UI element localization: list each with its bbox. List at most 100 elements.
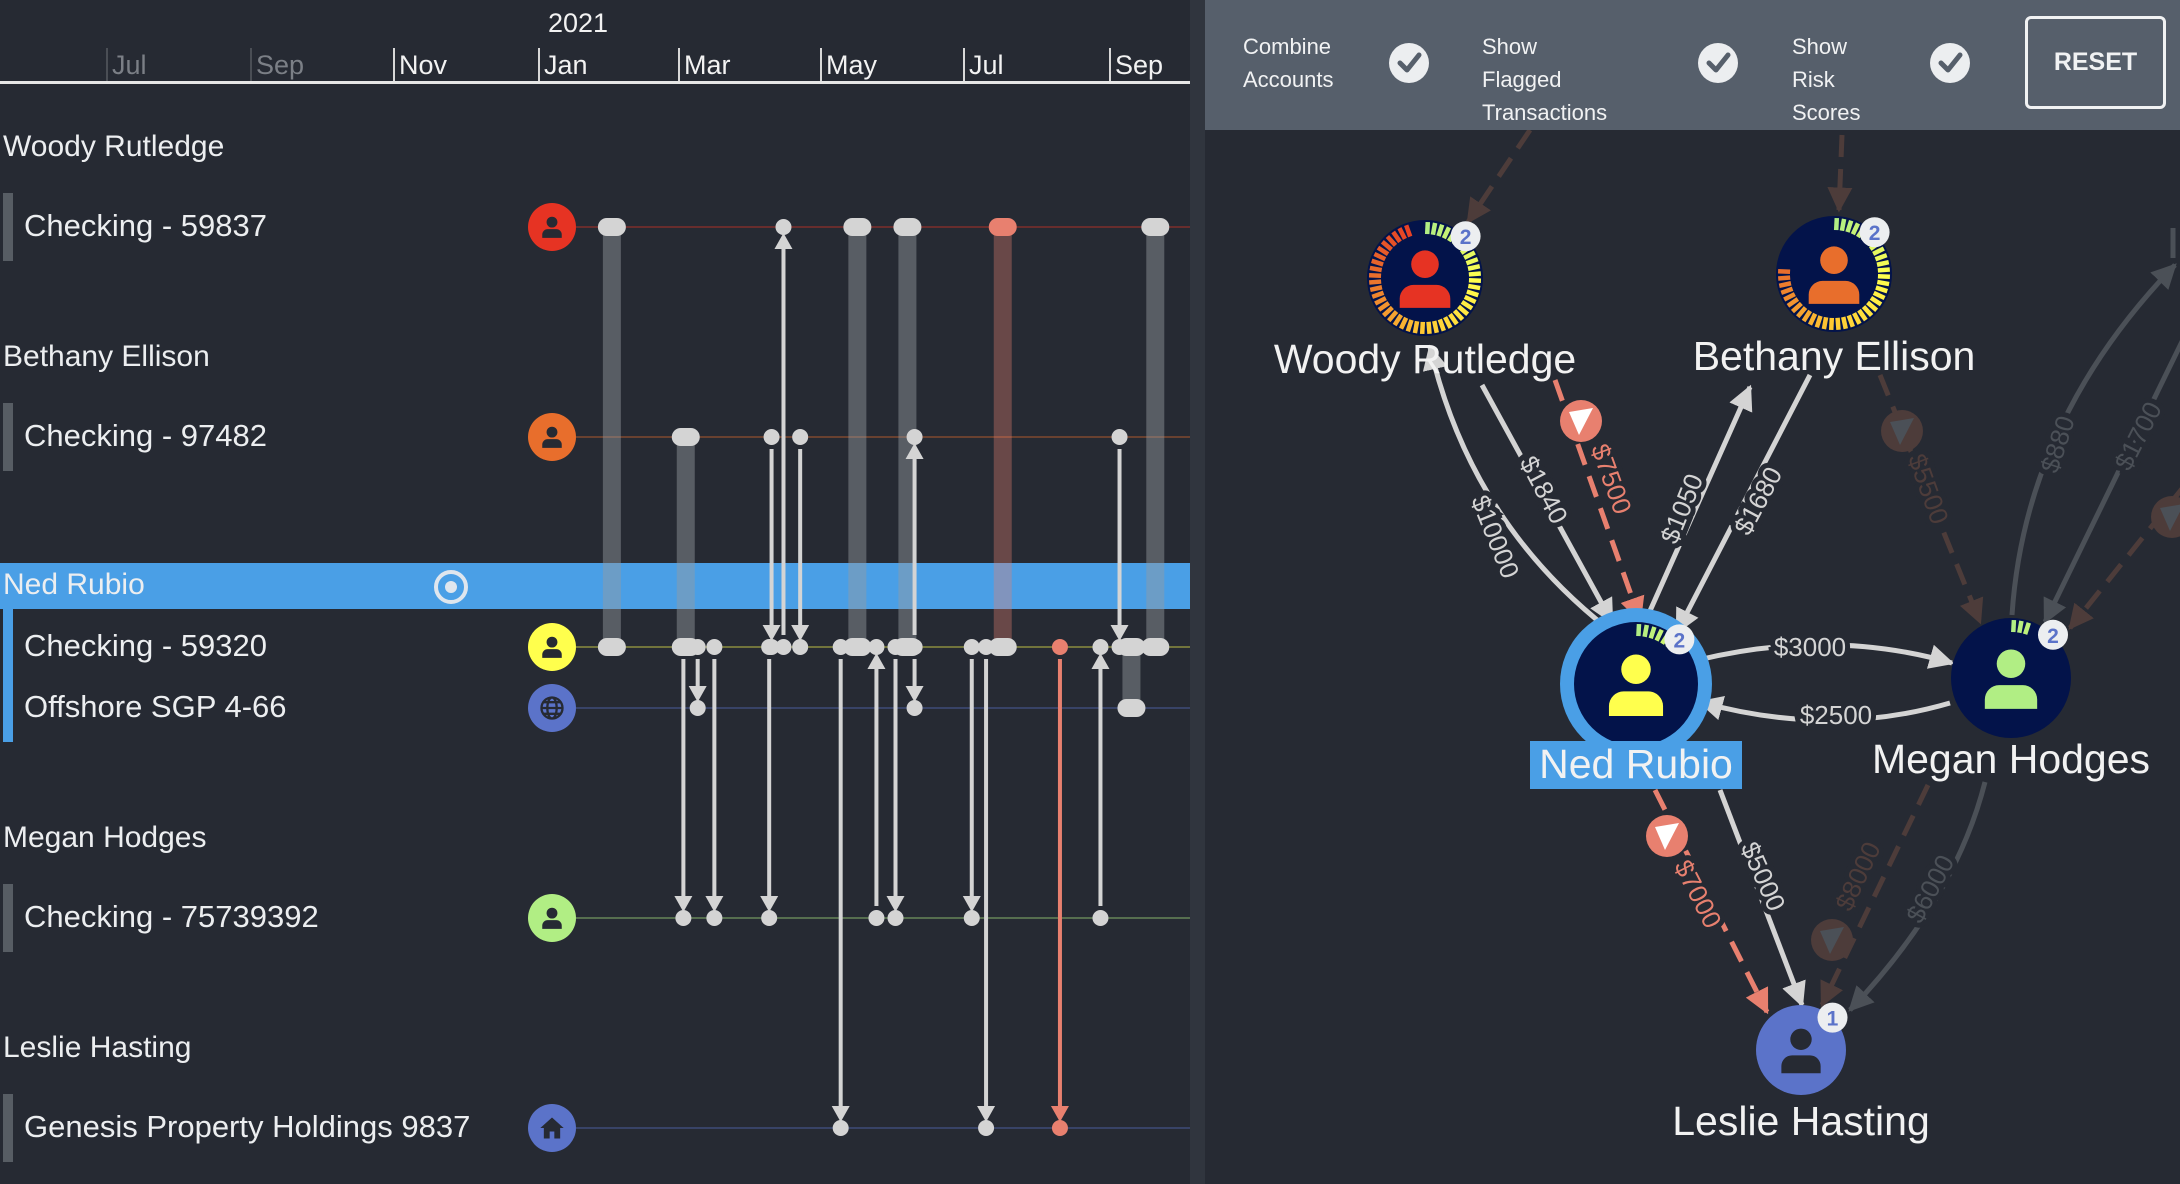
risk-score-tick — [1443, 316, 1453, 329]
risk-score-tick — [1391, 230, 1402, 244]
edge-3000[interactable] — [1697, 642, 1955, 669]
selected-row-highlight[interactable] — [0, 563, 1190, 609]
toggle-label[interactable]: Show Flagged Transactions — [1482, 30, 1607, 129]
transaction-mark[interactable] — [671, 428, 700, 656]
graph-node-bethany[interactable]: 2 Bethany Ellison — [1693, 216, 1976, 379]
network-graph[interactable]: $10000 $1840 $7500 $1050 $1680 $3000 $25… — [1205, 0, 2180, 1184]
edge-1700[interactable] — [2042, 315, 2180, 625]
flagged-transaction-icon[interactable] — [1811, 919, 1853, 961]
transaction-timeline[interactable] — [0, 0, 1190, 1184]
flagged-transaction-icon[interactable] — [2151, 496, 2180, 538]
account-label[interactable]: Offshore SGP 4-66 — [24, 689, 287, 724]
risk-score-tick — [1857, 308, 1868, 322]
edge-incoming-woody[interactable] — [1465, 128, 1533, 225]
risk-score-tick — [1778, 281, 1792, 288]
transaction-mark[interactable] — [843, 218, 872, 656]
month-tick: Jul — [963, 48, 1004, 82]
account-label[interactable]: Checking - 75739392 — [24, 899, 319, 934]
month-tick: Sep — [1109, 48, 1163, 82]
globe-icon[interactable] — [528, 684, 576, 732]
risk-score-tick — [1786, 297, 1800, 308]
risk-score-tick — [2011, 619, 2017, 633]
edge-1840[interactable] — [1479, 383, 1615, 625]
transaction-mark[interactable] — [1050, 639, 1069, 1136]
transaction-mark[interactable] — [1110, 429, 1129, 655]
toggle-label[interactable]: Combine Accounts — [1243, 30, 1334, 96]
transaction-mark[interactable] — [886, 639, 905, 926]
risk-score-tick — [1368, 272, 1382, 279]
edge-offscreen-flagged[interactable] — [2068, 485, 2180, 630]
edge-10000[interactable] — [1422, 344, 1609, 630]
node-label[interactable]: Woody Rutledge — [1274, 336, 1576, 382]
month-tick: Jan — [538, 48, 588, 82]
risk-score-tick — [1866, 300, 1879, 312]
timeline-panel[interactable]: ayJulSepNovJanMarMayJulSep 2021 Woody Ru… — [0, 0, 1190, 1184]
risk-score-tick — [1821, 316, 1829, 330]
edge-1680[interactable] — [1674, 373, 1813, 635]
person-name-leslie-hasting[interactable]: Leslie Hasting — [3, 1031, 192, 1064]
node-label[interactable]: Leslie Hasting — [1672, 1098, 1930, 1144]
panel-divider[interactable] — [1190, 0, 1205, 1184]
transaction-mark[interactable] — [774, 219, 793, 655]
year-label: 2021 — [548, 8, 609, 38]
account-label[interactable]: Genesis Property Holdings 9837 — [24, 1109, 471, 1144]
transaction-mark[interactable] — [705, 639, 724, 926]
toggle-label[interactable]: Show Risk Scores — [1792, 30, 1860, 129]
toolbar: Combine Accounts Show Flagged Transactions S… — [1205, 0, 2180, 130]
transaction-mark[interactable] — [791, 429, 810, 655]
graph-node-megan[interactable]: 2 Megan Hodges — [1872, 618, 2150, 782]
node-label[interactable]: Bethany Ellison — [1693, 333, 1976, 379]
flagged-transaction-icon[interactable] — [1560, 400, 1602, 442]
focus-target-icon[interactable] — [434, 570, 468, 604]
risk-score-tick — [1369, 279, 1382, 285]
graph-node-ned[interactable]: 2 Ned Rubio — [1530, 608, 1742, 789]
transaction-mark[interactable] — [962, 639, 981, 926]
account-label[interactable]: Checking - 59837 — [24, 208, 267, 243]
person-icon[interactable] — [528, 623, 576, 671]
transaction-mark[interactable] — [831, 639, 850, 1136]
person-name-megan-hodges[interactable]: Megan Hodges — [3, 821, 207, 854]
node-label[interactable]: Megan Hodges — [1872, 736, 2150, 782]
graph-node-leslie[interactable]: 1 Leslie Hasting — [1672, 1002, 1930, 1144]
checkmark-icon[interactable] — [1930, 43, 1970, 83]
transaction-mark[interactable] — [905, 639, 924, 716]
edge-6000[interactable] — [1848, 781, 1988, 1012]
edge-incoming-bethany[interactable] — [1827, 134, 1853, 213]
transaction-mark[interactable] — [1141, 218, 1170, 656]
house-icon[interactable] — [528, 1104, 576, 1152]
transaction-mark[interactable] — [867, 639, 886, 926]
flagged-transaction-icon[interactable] — [1646, 815, 1688, 857]
transaction-mark[interactable] — [760, 639, 779, 926]
transaction-mark[interactable] — [688, 639, 707, 716]
person-name-bethany-ellison[interactable]: Bethany Ellison — [3, 340, 210, 373]
node-label[interactable]: Ned Rubio — [1539, 741, 1733, 787]
edge-5000[interactable] — [1717, 789, 1806, 1008]
account-label[interactable]: Checking - 97482 — [24, 418, 267, 453]
graph-node-woody[interactable]: 2 Woody Rutledge — [1274, 220, 1576, 382]
transaction-mark[interactable] — [977, 639, 996, 1136]
edge-8000[interactable] — [1819, 783, 1931, 1008]
person-icon[interactable] — [528, 203, 576, 251]
transaction-mark[interactable] — [988, 218, 1017, 656]
transaction-mark[interactable] — [674, 639, 693, 926]
reset-button[interactable]: RESET — [2025, 16, 2166, 109]
person-name-woody-rutledge[interactable]: Woody Rutledge — [3, 130, 225, 163]
edge-2500[interactable] — [1697, 695, 1951, 723]
risk-score-tick — [1850, 222, 1861, 236]
edge-label-8000: $8000 — [1829, 837, 1887, 915]
edge-880[interactable] — [2009, 263, 2177, 616]
transaction-mark[interactable] — [1091, 639, 1110, 926]
checkmark-icon[interactable] — [1698, 43, 1738, 83]
account-label[interactable]: Checking - 59320 — [24, 628, 267, 663]
person-icon[interactable] — [528, 894, 576, 942]
transaction-mark[interactable] — [1117, 638, 1146, 717]
flagged-transaction-icon[interactable] — [1881, 410, 1923, 452]
person-icon[interactable] — [528, 413, 576, 461]
transaction-mark[interactable] — [597, 218, 626, 656]
transaction-mark[interactable] — [762, 429, 781, 655]
edge-1050[interactable] — [1642, 384, 1753, 624]
edge-label-5000: $5000 — [1735, 837, 1792, 915]
person-name-ned-rubio[interactable]: Ned Rubio — [3, 568, 145, 601]
checkmark-icon[interactable] — [1389, 43, 1429, 83]
network-graph-panel[interactable]: $10000 $1840 $7500 $1050 $1680 $3000 $25… — [1205, 0, 2180, 1184]
